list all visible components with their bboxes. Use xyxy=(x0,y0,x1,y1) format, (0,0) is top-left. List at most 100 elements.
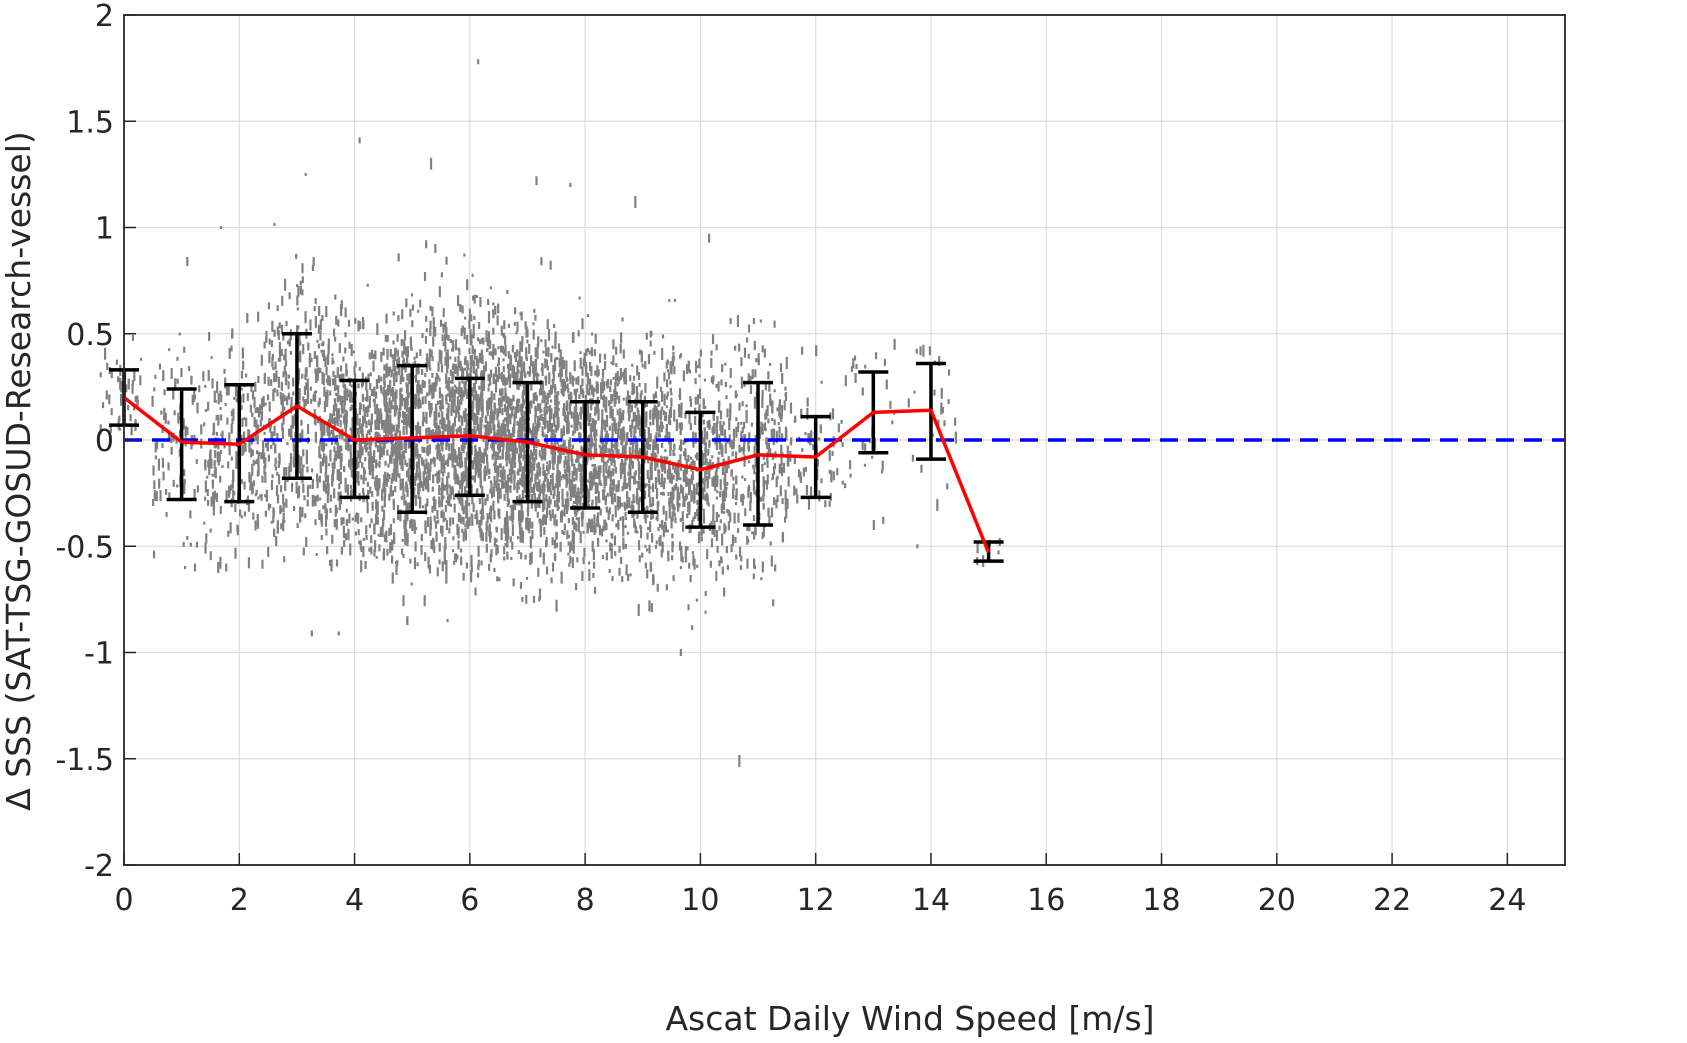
scatter-point xyxy=(615,484,617,492)
scatter-point xyxy=(322,341,324,346)
scatter-point xyxy=(583,557,585,564)
scatter-point xyxy=(623,445,625,453)
scatter-point xyxy=(603,465,605,477)
scatter-point xyxy=(422,380,424,388)
scatter-point xyxy=(509,487,511,493)
scatter-point xyxy=(744,478,746,481)
scatter-point xyxy=(278,358,280,362)
scatter-point xyxy=(441,495,443,507)
scatter-point xyxy=(486,527,488,531)
scatter-point xyxy=(204,385,206,388)
scatter-point xyxy=(345,490,347,493)
scatter-point xyxy=(204,460,206,467)
scatter-point xyxy=(517,536,519,539)
scatter-point xyxy=(673,575,675,581)
scatter-point xyxy=(597,512,599,524)
scatter-point xyxy=(550,385,552,395)
scatter-point xyxy=(752,369,754,379)
scatter-point xyxy=(631,476,633,479)
scatter-point xyxy=(577,488,579,497)
scatter-point xyxy=(415,495,417,506)
scatter-point xyxy=(625,544,627,549)
scatter-point xyxy=(589,378,591,389)
scatter-point xyxy=(591,423,593,432)
scatter-point xyxy=(626,483,628,489)
scatter-point xyxy=(505,522,507,533)
scatter-point xyxy=(200,424,202,434)
scatter-point xyxy=(318,306,320,316)
scatter-point xyxy=(216,415,218,420)
scatter-point xyxy=(262,440,264,448)
scatter-point xyxy=(595,438,597,450)
scatter-point xyxy=(482,503,484,515)
scatter-point xyxy=(242,348,244,359)
scatter-point xyxy=(771,429,773,440)
scatter-point xyxy=(265,337,267,343)
scatter-point xyxy=(389,386,391,390)
scatter-point xyxy=(220,506,222,514)
scatter-point xyxy=(718,525,720,530)
scatter-point xyxy=(179,332,181,335)
scatter-point xyxy=(659,434,661,437)
scatter-point xyxy=(567,500,569,507)
scatter-point xyxy=(739,547,741,557)
scatter-point xyxy=(277,520,279,530)
scatter-point xyxy=(401,339,403,346)
scatter-point xyxy=(489,422,491,427)
scatter-point xyxy=(411,519,413,531)
scatter-point xyxy=(581,512,583,519)
scatter-point xyxy=(745,404,747,407)
scatter-point xyxy=(320,350,322,353)
scatter-point xyxy=(612,470,614,475)
scatter-point xyxy=(395,565,397,575)
scatter-point xyxy=(580,473,582,482)
scatter-point xyxy=(441,395,443,407)
scatter-point xyxy=(432,487,434,492)
scatter-point xyxy=(503,546,505,554)
scatter-point xyxy=(618,481,620,492)
scatter-point xyxy=(419,454,421,458)
scatter-point xyxy=(521,505,523,512)
scatter-point xyxy=(741,386,743,389)
scatter-point xyxy=(265,511,267,517)
scatter-point xyxy=(614,551,616,556)
scatter-point xyxy=(272,389,274,398)
scatter-point xyxy=(558,408,560,411)
scatter-point xyxy=(153,550,155,558)
scatter-point xyxy=(702,461,704,465)
scatter-point xyxy=(737,528,739,533)
scatter-point xyxy=(485,425,487,437)
scatter-point xyxy=(679,355,681,359)
scatter-point xyxy=(477,396,479,402)
scatter-point xyxy=(454,504,456,513)
scatter-point xyxy=(403,358,405,370)
scatter-point xyxy=(159,364,161,370)
scatter-point xyxy=(721,541,723,546)
scatter-point xyxy=(754,369,756,377)
scatter-point xyxy=(219,452,221,462)
scatter-point xyxy=(321,372,323,384)
scatter-point xyxy=(447,419,449,425)
scatter-point xyxy=(577,376,579,385)
scatter-point xyxy=(615,505,617,517)
scatter-point xyxy=(447,383,449,389)
scatter-point xyxy=(638,383,640,387)
scatter-point xyxy=(648,600,650,611)
scatter-point xyxy=(508,478,510,482)
scatter-point xyxy=(403,398,405,401)
scatter-point xyxy=(662,542,664,553)
scatter-point xyxy=(454,398,456,406)
scatter-point xyxy=(624,478,626,489)
scatter-point xyxy=(476,426,478,431)
scatter-point xyxy=(271,474,273,478)
scatter-point xyxy=(406,357,408,364)
scatter-point xyxy=(154,375,156,379)
scatter-point xyxy=(450,339,452,343)
scatter-point xyxy=(437,401,439,405)
scatter-point xyxy=(649,486,651,489)
scatter-point xyxy=(684,476,686,482)
scatter-point xyxy=(418,398,420,406)
scatter-point xyxy=(396,424,398,434)
scatter-point xyxy=(504,543,506,546)
scatter-point xyxy=(119,378,121,390)
